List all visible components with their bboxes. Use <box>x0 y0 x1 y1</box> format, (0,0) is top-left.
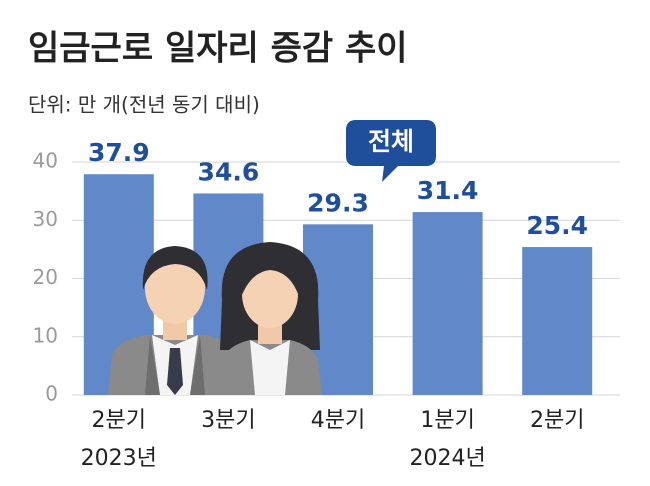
x-tick-label: 2분기 <box>530 408 584 433</box>
value-label: 29.3 <box>307 188 369 217</box>
x-group-label: 2024년 <box>409 446 485 471</box>
bar <box>412 212 483 395</box>
y-tick-label: 10 <box>33 323 58 347</box>
x-tick-label: 2분기 <box>92 408 146 433</box>
x-group-label: 2023년 <box>81 446 157 471</box>
plot: 0 10 20 30 40 37.9 2분기 2023년 34.6 3분기 29.3 4분기 31.4 1… <box>33 138 620 471</box>
chart-subtitle: 단위: 만 개(전년 동기 대비) <box>28 93 260 117</box>
annotation-callout: 전체 <box>346 120 436 182</box>
chart-title: 임금근로 일자리 증감 추이 <box>28 29 408 69</box>
value-label: 37.9 <box>88 138 150 167</box>
annotation: 전체 <box>368 127 414 156</box>
value-label: 34.6 <box>198 157 260 186</box>
bar <box>522 247 593 395</box>
value-label: 25.4 <box>526 211 588 240</box>
y-tick-label: 40 <box>33 149 58 173</box>
y-tick-label: 0 <box>45 382 58 406</box>
x-tick-label: 1분기 <box>420 408 474 433</box>
y-tick-label: 20 <box>33 265 58 289</box>
x-tick-label: 3분기 <box>201 408 255 433</box>
y-tick-label: 30 <box>33 207 58 231</box>
x-tick-label: 4분기 <box>311 408 365 433</box>
value-label: 31.4 <box>417 176 479 205</box>
people-illustration <box>108 242 322 395</box>
